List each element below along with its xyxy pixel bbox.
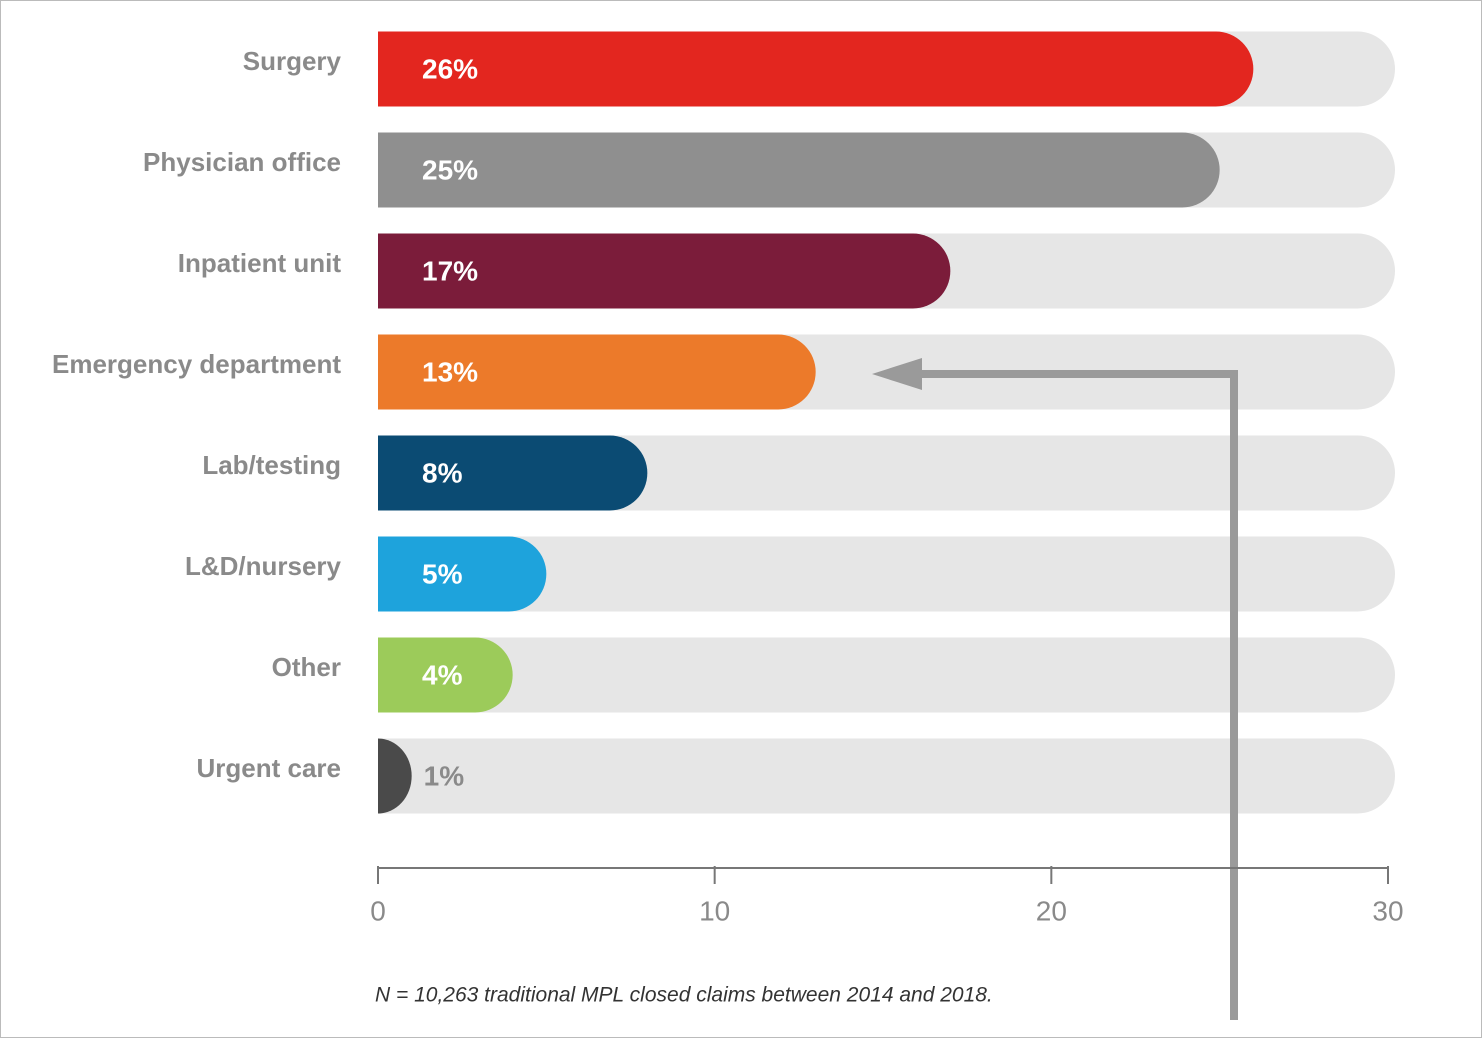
category-label: Other: [272, 652, 341, 682]
x-tick-label: 0: [370, 895, 386, 926]
value-label: 4%: [422, 659, 463, 690]
arrow-head: [872, 358, 922, 390]
value-label: 1%: [424, 760, 465, 791]
category-label: Emergency department: [52, 349, 341, 379]
value-label: 26%: [422, 53, 478, 84]
bars: [378, 31, 1254, 814]
bar: [378, 435, 648, 511]
bar: [378, 31, 1254, 107]
track: [378, 637, 1395, 713]
category-label: Surgery: [243, 46, 342, 76]
x-tick-label: 10: [699, 895, 730, 926]
value-label: 5%: [422, 558, 463, 589]
value-label: 17%: [422, 255, 478, 286]
bar: [378, 536, 547, 612]
bar: [378, 233, 951, 309]
x-tick-label: 30: [1372, 895, 1403, 926]
category-label: Physician office: [143, 147, 341, 177]
value-label: 8%: [422, 457, 463, 488]
bar: [378, 132, 1220, 208]
category-label: Lab/testing: [202, 450, 341, 480]
bar: [378, 738, 412, 814]
value-label: 13%: [422, 356, 478, 387]
category-label: L&D/nursery: [185, 551, 342, 581]
note: N = 10,263 traditional MPL closed claims…: [375, 984, 993, 1007]
bar: [378, 637, 513, 713]
track: [378, 536, 1395, 612]
arrow-line: [915, 370, 1238, 1020]
bar: [378, 334, 816, 410]
value-label: 25%: [422, 154, 478, 185]
category-label: Urgent care: [197, 753, 342, 783]
category-label: Inpatient unit: [178, 248, 342, 278]
x-tick-label: 20: [1036, 895, 1067, 926]
track: [378, 738, 1395, 814]
